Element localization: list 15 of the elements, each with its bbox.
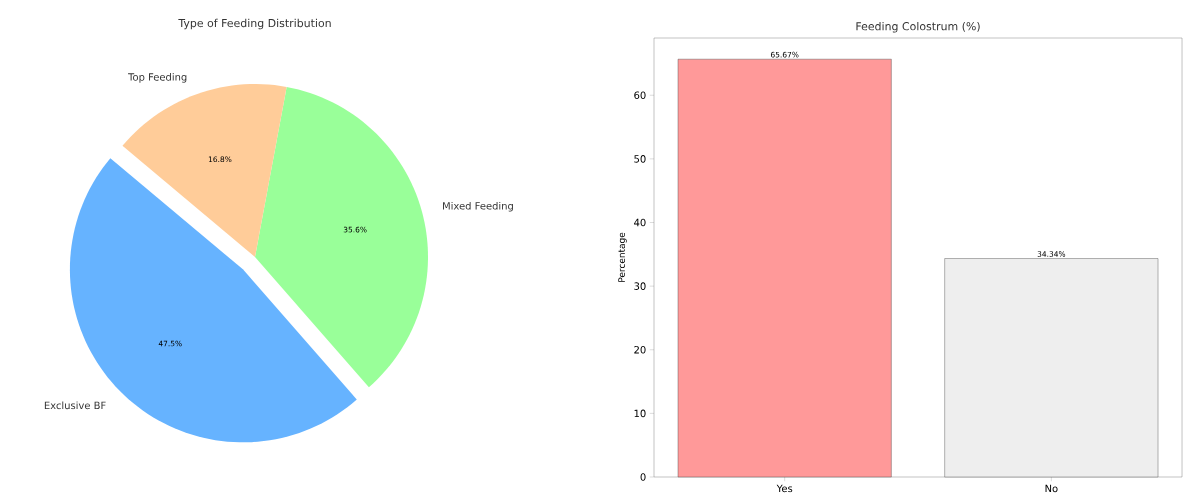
y-tick-label: 50 <box>634 155 646 163</box>
y-tick-label: 0 <box>640 473 646 481</box>
x-tick-label: Yes <box>776 484 793 493</box>
y-tick-label: 40 <box>634 218 646 227</box>
slice-label: Top Feeding <box>128 73 187 83</box>
y-axis-title: Percentage <box>618 232 627 282</box>
slice-label: Mixed Feeding <box>443 201 513 212</box>
y-tick-label: 60 <box>634 91 646 100</box>
chart-title: Feeding Colostrum (%) <box>856 21 980 33</box>
x-tick-label: No <box>1045 484 1058 493</box>
y-tick-label: 10 <box>634 409 646 418</box>
chart-title: Type of Feeding Distribution <box>178 18 331 30</box>
y-tick-label: 30 <box>634 282 646 290</box>
slice-label: Exclusive BF <box>44 401 106 410</box>
y-tick-label: 20 <box>634 345 646 354</box>
